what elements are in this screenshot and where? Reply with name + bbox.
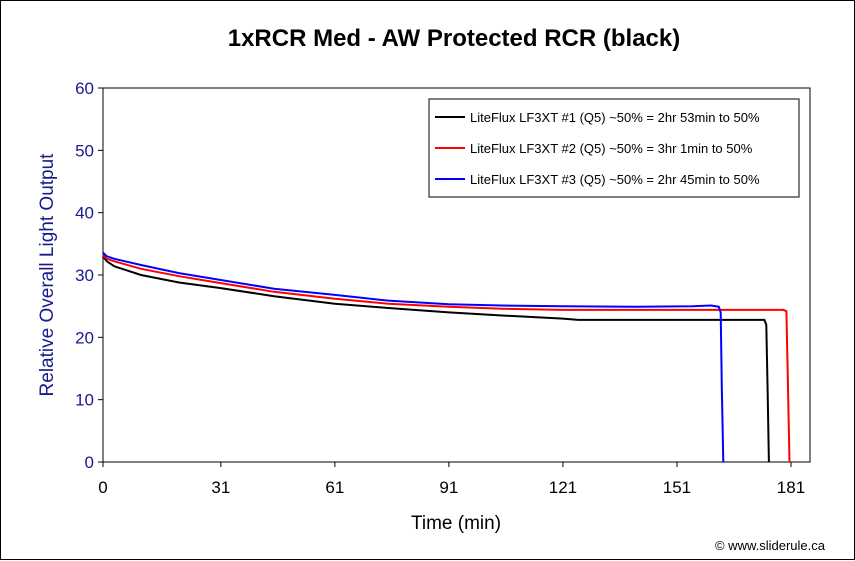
series-lines <box>102 251 791 463</box>
legend: LiteFlux LF3XT #1 (Q5) ~50% = 2hr 53min … <box>428 98 800 198</box>
x-tick-label: 151 <box>663 478 691 497</box>
credit-text: © www.sliderule.ca <box>715 538 826 553</box>
y-tick-label: 0 <box>85 453 94 472</box>
legend-label-1: LiteFlux LF3XT #1 (Q5) ~50% = 2hr 53min … <box>470 110 760 125</box>
y-tick-label: 20 <box>75 328 94 347</box>
legend-label-3: LiteFlux LF3XT #3 (Q5) ~50% = 2hr 45min … <box>470 172 760 187</box>
y-axis: 0 10 20 30 40 50 60 <box>75 79 103 472</box>
y-tick-label: 10 <box>75 391 94 410</box>
x-tick-label: 121 <box>549 478 577 497</box>
x-axis: 0 31 61 91 121 151 181 <box>98 462 805 497</box>
legend-label-2: LiteFlux LF3XT #2 (Q5) ~50% = 3hr 1min t… <box>470 141 753 156</box>
chart-title: 1xRCR Med - AW Protected RCR (black) <box>228 25 681 52</box>
x-tick-label: 181 <box>777 478 805 497</box>
x-tick-label: 31 <box>211 478 230 497</box>
series-line-2 <box>102 254 791 463</box>
series-line-1 <box>102 255 770 463</box>
y-tick-label: 60 <box>75 79 94 98</box>
x-tick-label: 0 <box>98 478 107 497</box>
x-tick-label: 91 <box>439 478 458 497</box>
y-tick-label: 30 <box>75 266 94 285</box>
y-tick-label: 50 <box>75 141 94 160</box>
x-axis-label: Time (min) <box>411 513 501 534</box>
y-axis-label: Relative Overall Light Output <box>37 153 58 397</box>
series-line-3 <box>102 251 725 463</box>
x-tick-label: 61 <box>325 478 344 497</box>
y-tick-label: 40 <box>75 204 94 223</box>
